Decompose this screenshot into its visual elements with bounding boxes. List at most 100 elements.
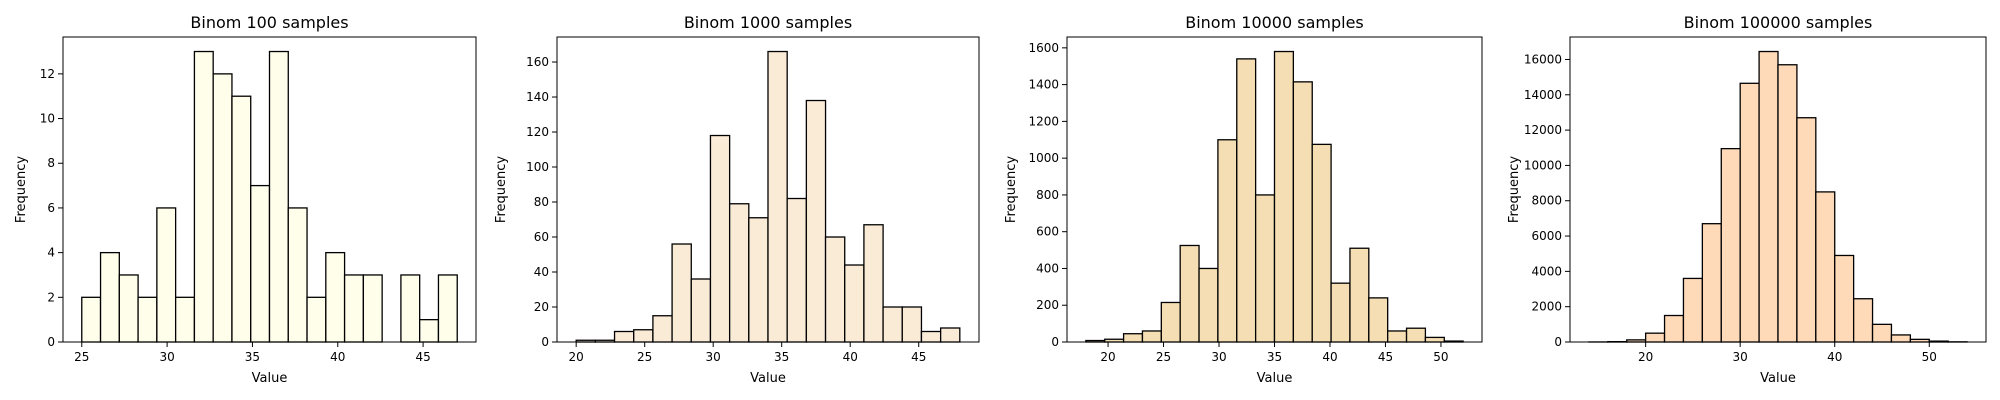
histogram-bar	[1852, 298, 1874, 343]
histogram-bar	[1311, 143, 1332, 343]
x-tick-label: 20	[1638, 350, 1653, 364]
chart-title: Binom 100000 samples	[1684, 13, 1873, 32]
y-tick-label: 6	[47, 201, 55, 215]
axes-frame	[1569, 36, 1987, 343]
histogram-bar	[1796, 117, 1817, 343]
histogram-bar	[671, 243, 692, 343]
histogram-bar	[1368, 297, 1389, 343]
y-tick-label: 10000	[1524, 158, 1562, 172]
y-tick-label: 40	[534, 265, 549, 279]
y-axis-label: Frequency	[14, 156, 29, 223]
histogram-bar	[306, 296, 327, 343]
histogram-bar	[193, 50, 214, 343]
y-tick-label: 16000	[1524, 52, 1562, 66]
y-tick-label: 100	[526, 160, 549, 174]
histogram-bar	[1236, 58, 1257, 343]
y-axis-label: Frequency	[1004, 156, 1019, 223]
histogram-bar	[1890, 334, 1912, 343]
histogram-bar	[156, 207, 177, 343]
y-tick-label: 2000	[1531, 300, 1562, 314]
x-tick-label: 30	[1211, 350, 1226, 364]
histogram-bar	[1663, 314, 1685, 343]
histogram-bar	[268, 50, 289, 343]
y-tick-label: 800	[1036, 188, 1059, 202]
histogram-bar	[1644, 332, 1666, 343]
histogram-bar	[400, 274, 421, 343]
histogram-bar	[748, 217, 769, 343]
y-tick-label: 160	[526, 55, 549, 69]
histogram-bar	[1273, 50, 1295, 343]
histogram-bar	[1834, 254, 1855, 343]
histogram-bar	[81, 296, 102, 343]
x-tick-label: 25	[74, 350, 89, 364]
x-tick-label: 20	[569, 350, 584, 364]
x-tick-label: 35	[774, 350, 789, 364]
y-tick-label: 6000	[1531, 229, 1562, 243]
x-tick-label: 25	[1156, 350, 1171, 364]
x-tick-label: 30	[1733, 350, 1748, 364]
y-tick-label: 12	[40, 67, 55, 81]
y-tick-label: 4	[47, 246, 55, 260]
y-tick-label: 8000	[1531, 194, 1562, 208]
x-tick-label: 25	[637, 350, 652, 364]
y-tick-label: 4000	[1531, 264, 1562, 278]
histogram-bar	[901, 306, 923, 343]
histogram-bar	[939, 327, 961, 343]
x-tick-label: 35	[245, 350, 260, 364]
y-tick-label: 8	[47, 156, 55, 170]
histogram-bar	[1424, 336, 1445, 343]
y-tick-label: 14000	[1524, 88, 1562, 102]
histogram-bar	[767, 50, 788, 343]
histogram-bar	[633, 329, 654, 343]
histogram-bar	[362, 274, 383, 343]
y-tick-label: 10	[40, 112, 55, 126]
histogram-bar	[1198, 267, 1219, 343]
histogram-bar	[1815, 191, 1836, 343]
y-axis-label: Frequency	[1507, 156, 1522, 223]
y-axis-label: Frequency	[494, 156, 509, 223]
x-tick-label: 50	[1433, 350, 1448, 364]
histogram-bar	[805, 99, 827, 343]
histogram-bar	[1387, 330, 1408, 343]
y-tick-label: 0	[1051, 335, 1059, 349]
histogram-bar	[786, 197, 808, 343]
histogram-bar	[325, 251, 346, 343]
histogram-bar	[99, 251, 120, 343]
y-tick-label: 1600	[1028, 41, 1059, 55]
chart-title: Binom 100 samples	[190, 13, 348, 32]
histogram-bar	[1682, 277, 1704, 343]
y-tick-label: 140	[526, 90, 549, 104]
x-axis-label: Value	[1257, 371, 1293, 386]
histogram-bar	[1871, 323, 1893, 343]
y-tick-label: 200	[1036, 298, 1059, 312]
histogram-bar	[1292, 81, 1313, 343]
chart-panel: 20 25 30 35 40 45 50 0 200 400 600 800 1000 1200 1400 1…	[1004, 13, 1483, 386]
histogram-bar	[343, 274, 365, 343]
x-tick-label: 45	[415, 350, 430, 364]
x-tick-label: 50	[1922, 350, 1937, 364]
histogram-bar	[824, 236, 846, 343]
x-tick-label: 35	[1267, 350, 1282, 364]
histogram-bar	[882, 306, 903, 343]
chart-panel: 20 30 40 50 0 2000 4000 6000 8000 10000 12000 14000…	[1507, 13, 1987, 386]
histogram-bar	[1349, 247, 1370, 343]
histogram-bar	[863, 224, 884, 343]
axes-frame	[556, 36, 980, 343]
y-tick-label: 2	[47, 290, 55, 304]
histogram-bar	[690, 278, 712, 343]
x-axis-label: Value	[750, 371, 786, 386]
chart-panel: 20 25 30 35 40 45 0 20 40 60 80 100 120 140 160 Binom 1…	[494, 13, 980, 386]
histogram-bar	[250, 184, 271, 343]
histogram-bar	[419, 319, 440, 343]
histogram-bar	[709, 134, 731, 343]
histogram-bar	[1701, 223, 1722, 343]
y-tick-label: 1000	[1028, 151, 1059, 165]
y-tick-label: 60	[534, 230, 549, 244]
x-tick-label: 45	[1378, 350, 1393, 364]
y-tick-label: 1400	[1028, 78, 1059, 92]
chart-title: Binom 1000 samples	[684, 13, 852, 32]
chart-panel: 25 30 35 40 45 0 2 4 6 8 10 12 Binom 100 samples Valu…	[14, 13, 477, 386]
x-tick-label: 20	[1100, 350, 1115, 364]
x-tick-label: 40	[330, 350, 345, 364]
x-tick-label: 30	[159, 350, 174, 364]
